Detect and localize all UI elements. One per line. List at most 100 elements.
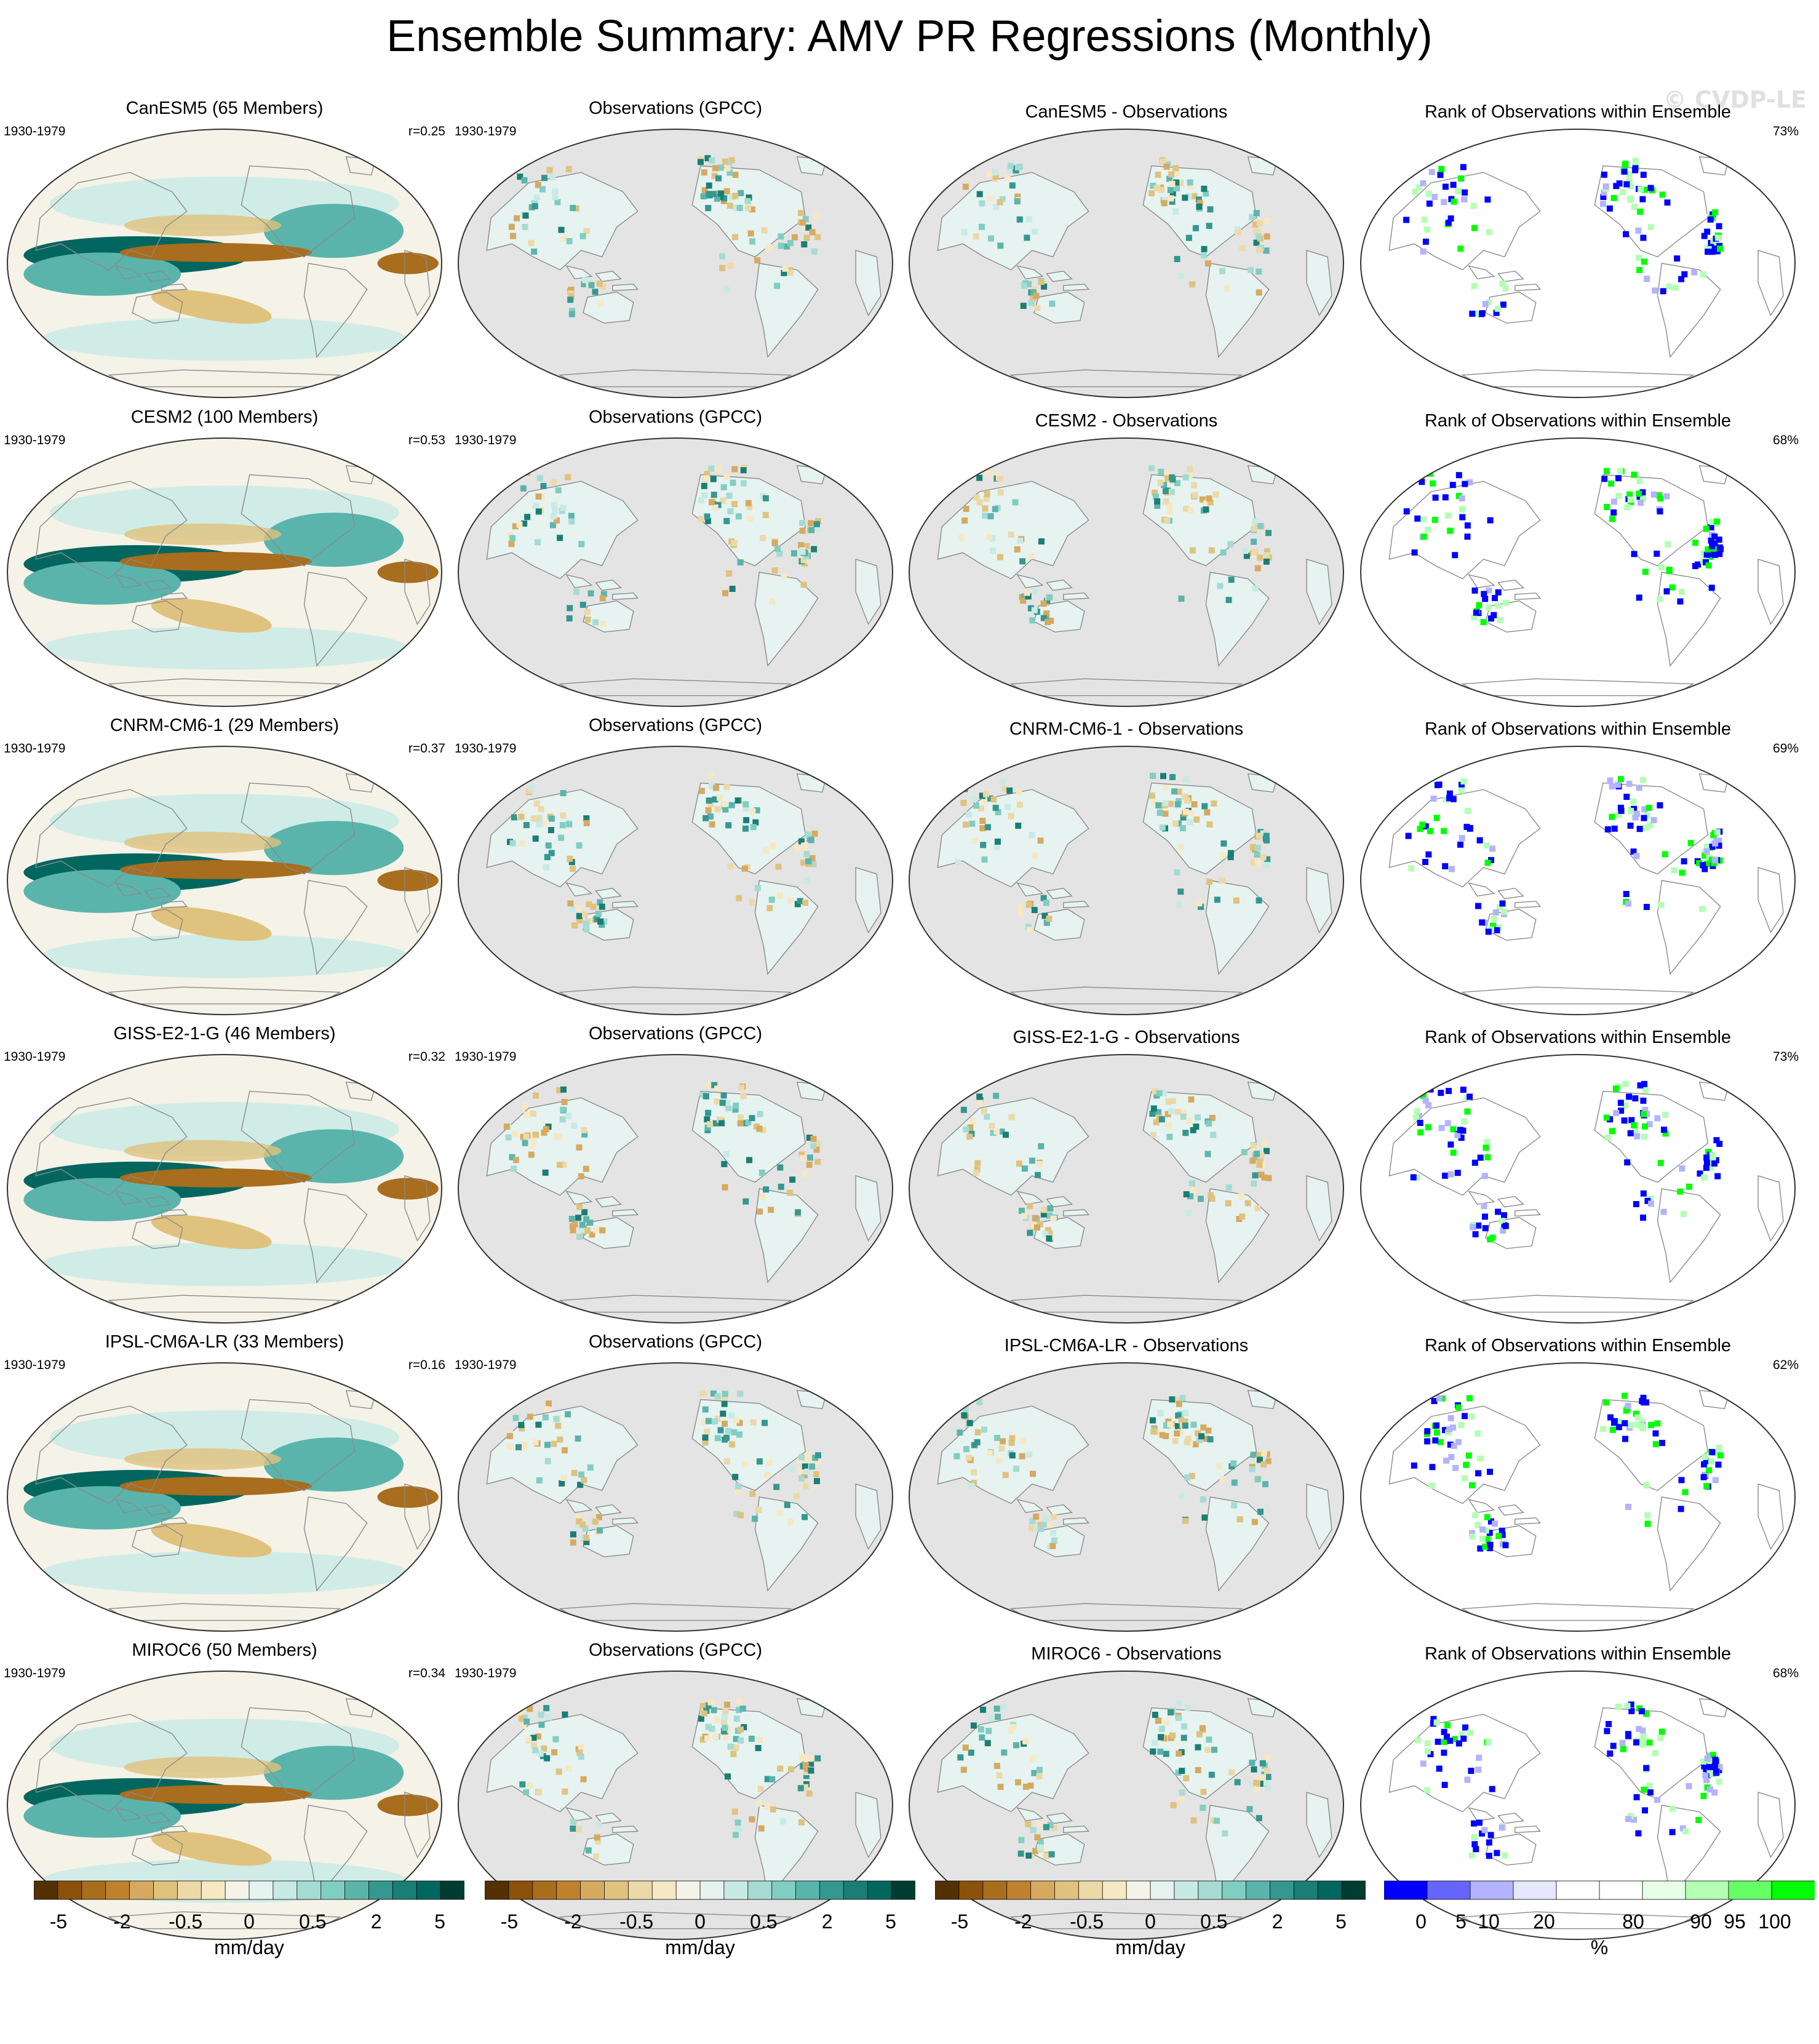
- diff-panel: GISS-E2-1-G - Observations: [902, 1024, 1351, 1325]
- colorbar-tick: -5: [500, 1910, 519, 1933]
- colorbar-swatch: [440, 1880, 464, 1900]
- colorbar-tick: 5: [885, 1910, 896, 1933]
- colorbar-tick: 95: [1724, 1910, 1746, 1933]
- colorbar-diff: mm/day -5 -2 -0.5 0 0.5 2 5: [935, 1880, 1366, 1958]
- panel-title: Rank of Observations within Ensemble: [1424, 1644, 1732, 1664]
- colorbar-swatch: [320, 1880, 346, 1900]
- colorbar-swatch: [723, 1880, 749, 1900]
- obs-panel: Observations (GPCC) 1930-1979: [451, 1024, 900, 1325]
- colorbar-swatch: [1556, 1880, 1600, 1900]
- colorbar-swatch: [273, 1880, 298, 1900]
- colorbar-swatch: [368, 1880, 394, 1900]
- colorbar-tick: -2: [1014, 1910, 1032, 1933]
- colorbar-swatch: [1642, 1880, 1686, 1900]
- colorbar-swatch: [747, 1880, 773, 1900]
- period-label: 1930-1979: [4, 1050, 66, 1064]
- colorbar-swatch: [153, 1880, 178, 1900]
- panel-title: GISS-E2-1-G (46 Members): [113, 1024, 336, 1044]
- obs-map: [458, 437, 893, 707]
- colorbar-swatches: [935, 1880, 1366, 1900]
- colorbar-swatch: [580, 1880, 605, 1900]
- panel-title: CESM2 (100 Members): [130, 407, 319, 427]
- panel-title: GISS-E2-1-G - Observations: [1013, 1028, 1240, 1047]
- colorbar-swatch: [958, 1880, 984, 1900]
- panel-title: Observations (GPCC): [588, 716, 762, 735]
- colorbar-tick: 2: [370, 1910, 382, 1933]
- colorbar-tick: 5: [434, 1910, 445, 1933]
- period-label: 1930-1979: [4, 433, 66, 447]
- rank-percent-label: 68%: [1772, 1666, 1799, 1680]
- colorbar-swatch: [1728, 1880, 1772, 1900]
- model-panel: CNRM-CM6-1 (29 Members) 1930-1979 r=0.37: [0, 716, 449, 1017]
- panel-title: Rank of Observations within Ensemble: [1424, 102, 1732, 122]
- colorbar-model: mm/day -5 -2 -0.5 0 0.5 2 5: [34, 1880, 464, 1958]
- period-label: 1930-1979: [4, 124, 66, 138]
- colorbar-swatch: [129, 1880, 154, 1900]
- colorbar-swatch: [891, 1880, 915, 1900]
- colorbar-swatch: [81, 1880, 106, 1900]
- panel-title: CNRM-CM6-1 - Observations: [1009, 719, 1244, 739]
- colorbar-swatch: [771, 1880, 797, 1900]
- colorbar-swatch: [627, 1880, 653, 1900]
- colorbar-swatch: [1006, 1880, 1032, 1900]
- obs-map: [458, 129, 893, 398]
- colorbar-swatch: [1685, 1880, 1729, 1900]
- colorbar-tick: 10: [1478, 1910, 1500, 1933]
- panel-title: Observations (GPCC): [588, 1332, 762, 1352]
- model-map: [7, 129, 442, 398]
- colorbar-unit: mm/day: [665, 1936, 735, 1958]
- colorbar-swatch: [1470, 1880, 1514, 1900]
- correlation-label: r=0.16: [408, 1358, 445, 1372]
- colorbar-unit: mm/day: [1115, 1936, 1185, 1958]
- colorbar-swatches: [1384, 1880, 1815, 1900]
- colorbar-swatches: [485, 1880, 915, 1900]
- colorbar-swatch: [344, 1880, 370, 1900]
- diff-map: [909, 1362, 1344, 1632]
- model-panel: IPSL-CM6A-LR (33 Members) 1930-1979 r=0.16: [0, 1332, 449, 1634]
- period-label: 1930-1979: [4, 1358, 66, 1372]
- panel-title: IPSL-CM6A-LR (33 Members): [105, 1332, 344, 1352]
- colorbar-swatch: [819, 1880, 845, 1900]
- colorbar-swatch: [225, 1880, 250, 1900]
- rank-map: [1360, 1362, 1796, 1632]
- colorbar-swatch: [1293, 1880, 1319, 1900]
- diff-map: [909, 437, 1344, 707]
- colorbar-tick: 0.5: [750, 1910, 778, 1933]
- rank-percent-label: 73%: [1772, 1050, 1799, 1064]
- period-label: 1930-1979: [455, 1050, 517, 1064]
- colorbar-tick: 80: [1622, 1910, 1644, 1933]
- figure-title: Ensemble Summary: AMV PR Regressions (Mo…: [386, 12, 1433, 61]
- colorbar-tick: -2: [564, 1910, 582, 1933]
- obs-panel: Observations (GPCC) 1930-1979: [451, 407, 900, 709]
- obs-panel: Observations (GPCC) 1930-1979: [451, 1332, 900, 1634]
- colorbar-tick: 20: [1533, 1910, 1555, 1933]
- colorbar-swatch: [556, 1880, 581, 1900]
- diff-panel: IPSL-CM6A-LR - Observations: [902, 1332, 1351, 1634]
- colorbar-tick: 2: [821, 1910, 833, 1933]
- diff-map: [909, 129, 1344, 398]
- rank-percent-label: 62%: [1772, 1358, 1799, 1372]
- colorbar-tick: -5: [49, 1910, 68, 1933]
- colorbar-swatch: [1198, 1880, 1223, 1900]
- colorbar-swatch: [1174, 1880, 1199, 1900]
- watermark: © CVDP-LE: [1663, 86, 1807, 113]
- panel-title: Observations (GPCC): [588, 1640, 762, 1660]
- correlation-label: r=0.53: [408, 433, 445, 447]
- colorbar-swatch: [1513, 1880, 1557, 1900]
- panel-title: CanESM5 - Observations: [1025, 102, 1228, 122]
- panel-title: CanESM5 (65 Members): [125, 98, 324, 118]
- colorbar-tick: -0.5: [619, 1910, 654, 1933]
- colorbar-swatch: [1427, 1880, 1471, 1900]
- panel-title: Rank of Observations within Ensemble: [1424, 719, 1732, 739]
- colorbar-swatch: [297, 1880, 322, 1900]
- diff-panel: CESM2 - Observations: [902, 407, 1351, 709]
- colorbar-tick: 5: [1335, 1910, 1347, 1933]
- colorbar-swatch: [1054, 1880, 1080, 1900]
- colorbar-swatch: [1150, 1880, 1175, 1900]
- colorbar-tick: 100: [1758, 1910, 1791, 1933]
- colorbar-swatch: [1222, 1880, 1247, 1900]
- rank-map: [1360, 1054, 1796, 1323]
- rank-panel: Rank of Observations within Ensemble 62%: [1353, 1332, 1802, 1634]
- colorbar-unit: %: [1590, 1936, 1609, 1958]
- colorbar-swatch: [1270, 1880, 1295, 1900]
